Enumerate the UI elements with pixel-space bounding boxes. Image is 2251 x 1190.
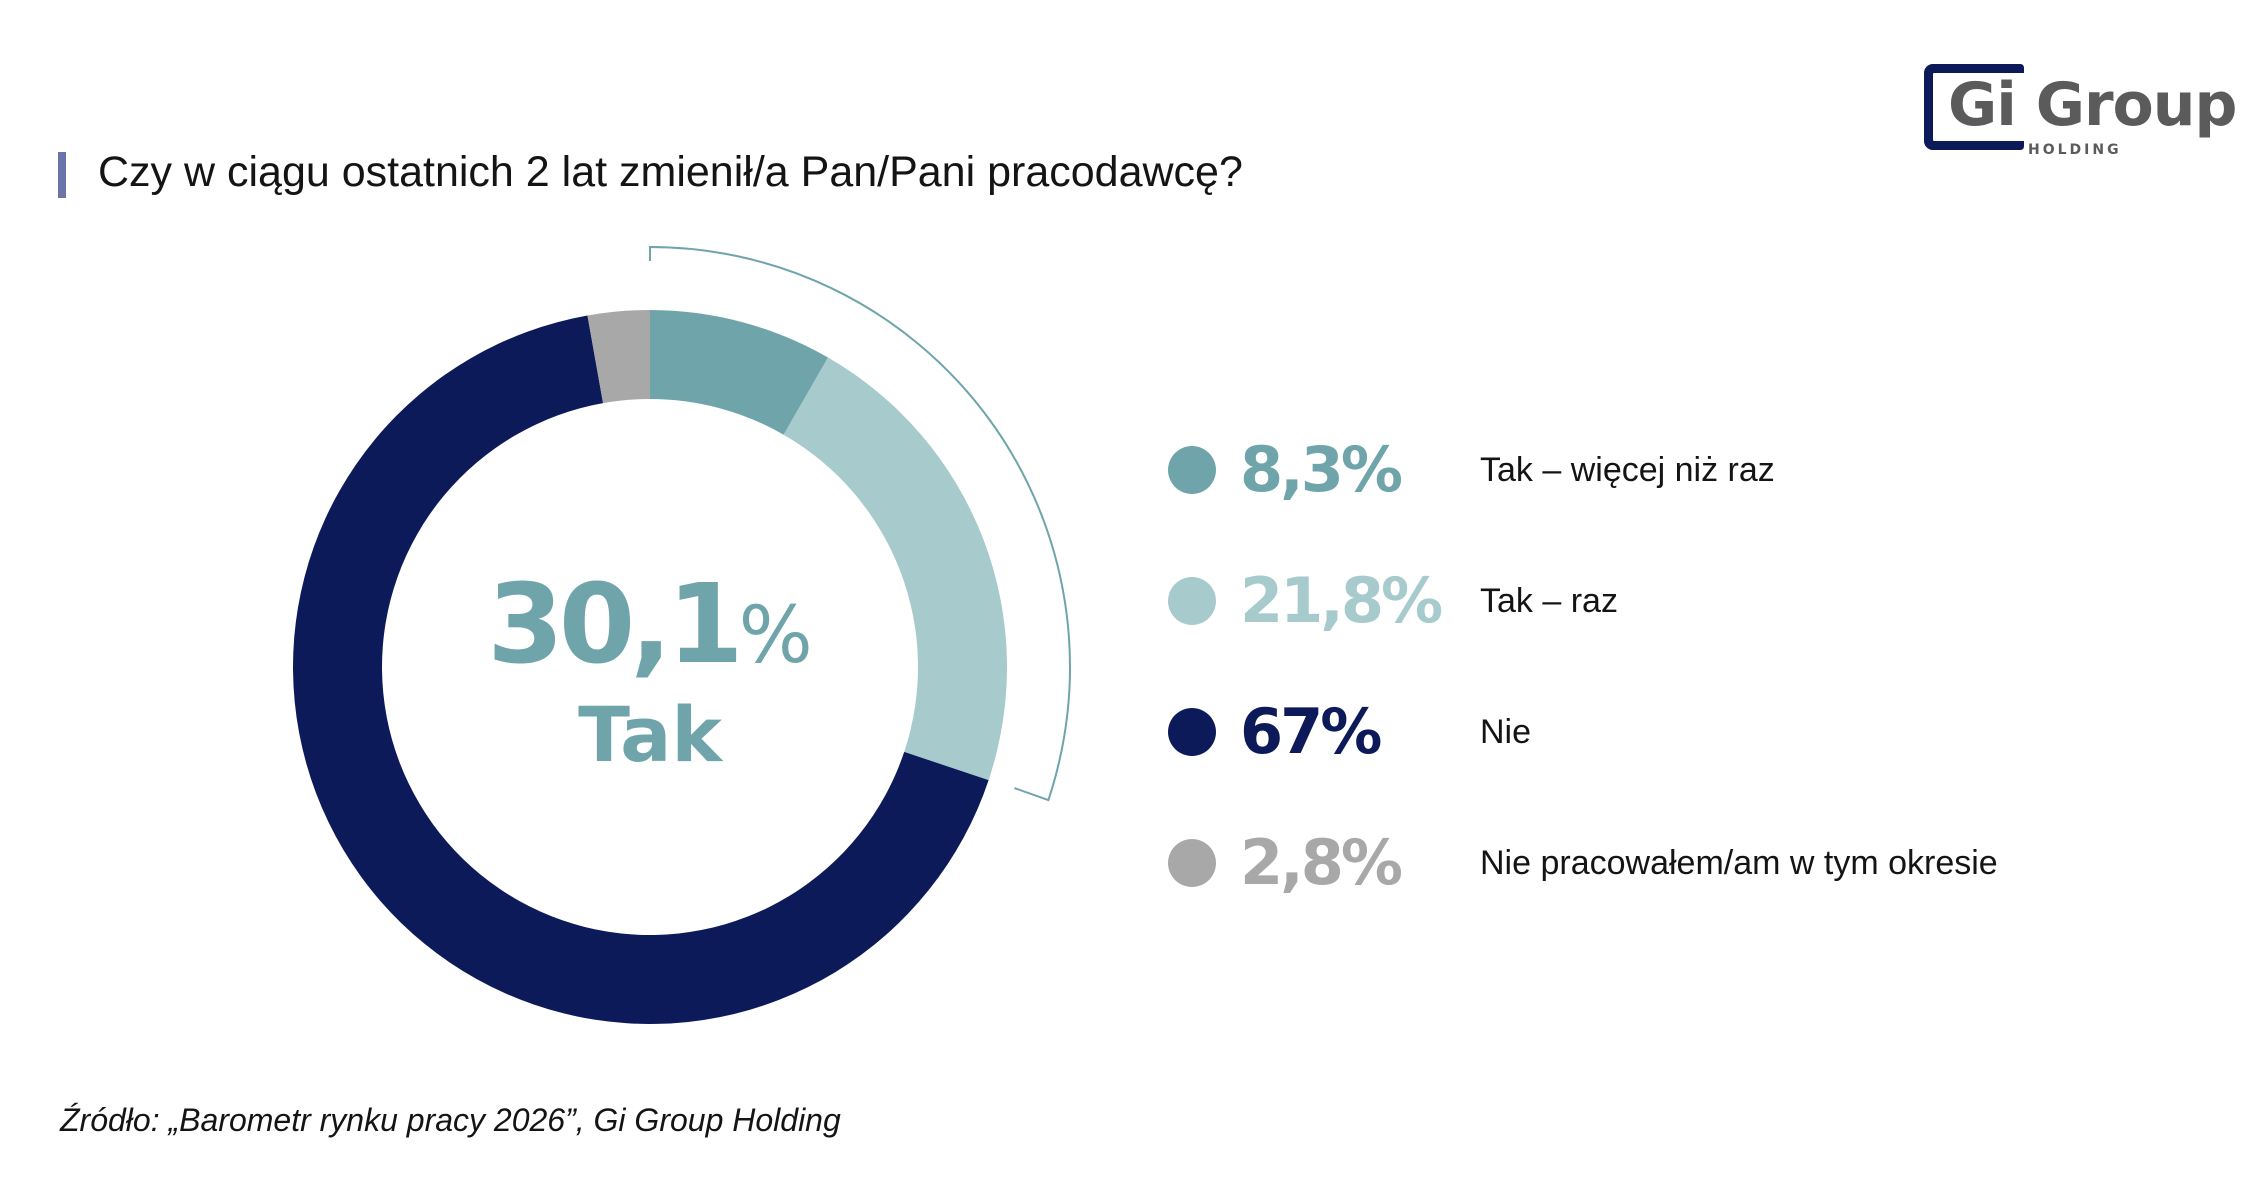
legend-value: 21,8% [1240, 564, 1443, 637]
legend-value-unit: % [1340, 433, 1403, 506]
legend-value-number: 21,8 [1240, 564, 1384, 637]
title-accent-bar [58, 152, 66, 198]
legend-item-tak-raz: 21,8% Tak – raz [1168, 556, 2228, 646]
legend-item-nie: 67% Nie [1168, 687, 2228, 777]
gi-group-logo: Gi Group HOLDING [1920, 60, 2237, 160]
center-total-unit: % [738, 591, 813, 681]
legend-value-unit: % [1320, 695, 1382, 768]
donut-slice-1 [650, 310, 829, 435]
center-total-number: 30,1 [487, 560, 743, 688]
logo-subtitle: HOLDING [2028, 142, 2122, 158]
legend-label: Nie pracowałem/am w tym okresie [1480, 844, 1998, 882]
center-total-value: 30,1% [460, 560, 840, 688]
legend-value-number: 2,8 [1240, 826, 1344, 899]
legend-value: 8,3% [1240, 433, 1403, 506]
legend-value: 67% [1240, 695, 1382, 768]
legend-value: 2,8% [1240, 826, 1403, 899]
donut-slice-4 [587, 310, 650, 404]
legend-label: Tak – raz [1480, 582, 1618, 620]
legend-value-number: 8,3 [1240, 433, 1344, 506]
legend-value-unit: % [1340, 826, 1403, 899]
legend-item-tak-wiecej: 8,3% Tak – więcej niż raz [1168, 425, 2228, 515]
legend-item-nie-pracowalem: 2,8% Nie pracowałem/am w tym okresie [1168, 818, 2228, 908]
legend-value-unit: % [1380, 564, 1443, 637]
legend-marker [1168, 446, 1216, 494]
legend-marker [1168, 839, 1216, 887]
legend-value-number: 67 [1240, 695, 1323, 768]
logo-text: Gi Group [1948, 70, 2237, 140]
tak-bracket [649, 245, 1072, 802]
legend-label: Tak – więcej niż raz [1480, 451, 1775, 489]
legend-marker [1168, 708, 1216, 756]
center-total-label: Tak [578, 690, 722, 779]
donut-slice-2 [783, 357, 1007, 781]
logo-frame-bottom [1924, 141, 2024, 150]
legend-marker [1168, 577, 1216, 625]
legend-label: Nie [1480, 713, 1532, 751]
source-note: Źródło: „Barometr rynku pracy 2026”, Gi … [60, 1102, 841, 1138]
chart-title: Czy w ciągu ostatnich 2 lat zmienił/a Pa… [98, 148, 1243, 196]
